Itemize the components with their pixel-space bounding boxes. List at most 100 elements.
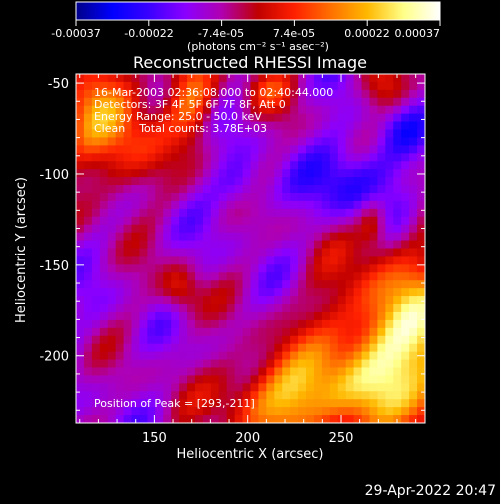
heatmap-cell <box>313 280 323 289</box>
heatmap-cell <box>298 256 307 265</box>
heatmap-cell <box>258 327 267 337</box>
heatmap-cell <box>91 375 101 384</box>
heatmap-cell <box>242 208 252 218</box>
heatmap-cell <box>258 272 267 281</box>
heatmap-cell <box>107 208 117 218</box>
heatmap-cell <box>385 240 394 250</box>
heatmap-cell <box>306 288 315 297</box>
heatmap-cell <box>171 327 180 337</box>
heatmap-cell <box>171 280 180 289</box>
heatmap-cell <box>353 319 363 329</box>
heatmap-cell <box>76 383 85 392</box>
heatmap-cell <box>83 161 93 170</box>
heatmap-cell <box>179 359 188 369</box>
heatmap-cell <box>329 81 339 91</box>
heatmap-cell <box>115 129 125 139</box>
heatmap-cell <box>401 200 410 210</box>
heatmap-cell <box>202 153 212 162</box>
heatmap-cell <box>361 153 371 162</box>
heatmap-cell <box>345 177 355 186</box>
heatmap-cell <box>250 200 260 210</box>
plot-frame <box>75 73 426 424</box>
heatmap-cell <box>409 407 418 416</box>
heatmap-cell <box>266 240 275 250</box>
heatmap-cell <box>290 129 299 139</box>
heatmap-cell <box>76 232 85 242</box>
heatmap-cell <box>337 335 347 345</box>
heatmap-cell <box>123 272 133 281</box>
heatmap-cell <box>226 327 236 337</box>
heatmap-cell <box>377 351 386 361</box>
heatmap-cell <box>258 399 267 408</box>
heatmap-cell <box>147 224 156 234</box>
heatmap-cell <box>99 359 109 369</box>
heatmap-cell <box>385 105 394 115</box>
heatmap-cell <box>329 399 339 408</box>
heatmap-cell <box>139 272 148 281</box>
heatmap-cell <box>91 319 101 329</box>
heatmap-cell <box>155 137 164 146</box>
heatmap-cell <box>393 208 402 218</box>
heatmap-cell <box>131 399 141 408</box>
heatmap-cell <box>377 192 386 202</box>
heatmap-cell <box>123 280 133 289</box>
heatmap-cell <box>282 383 291 392</box>
heatmap-cell <box>171 105 180 115</box>
heatmap-cell <box>202 200 212 210</box>
heatmap-cell <box>226 280 236 289</box>
heatmap-cell <box>401 169 410 178</box>
heatmap-cell <box>393 288 402 297</box>
heatmap-cell <box>385 288 394 297</box>
heatmap-cell <box>202 296 212 305</box>
heatmap-cell <box>194 185 204 194</box>
heatmap-cell <box>361 280 371 289</box>
colorbar-tick-label: 0.00022 <box>344 27 390 40</box>
heatmap-cell <box>179 113 188 123</box>
heatmap-cell <box>393 280 402 289</box>
heatmap-cell <box>242 185 252 194</box>
heatmap-cell <box>155 232 164 242</box>
heatmap-cell <box>337 296 347 305</box>
heatmap-cell <box>91 296 101 305</box>
heatmap-cell <box>99 383 109 392</box>
heatmap-cell <box>163 272 172 281</box>
heatmap-cell <box>171 256 180 265</box>
heatmap-cell <box>76 145 85 154</box>
heatmap-cell <box>282 232 291 242</box>
heatmap-cell <box>401 304 410 313</box>
heatmap-cell <box>258 256 267 265</box>
heatmap-cell <box>171 177 180 186</box>
heatmap-cell <box>131 224 141 234</box>
heatmap-cell <box>226 264 236 273</box>
heatmap-cell <box>99 177 109 186</box>
heatmap-cell <box>187 232 196 242</box>
heatmap-cell <box>353 81 363 91</box>
heatmap-cell <box>250 383 260 392</box>
heatmap-cell <box>202 89 212 99</box>
heatmap-cell <box>306 137 315 146</box>
heatmap-cell <box>194 319 204 329</box>
heatmap-cell <box>377 343 386 353</box>
heatmap-cell <box>139 200 148 210</box>
heatmap-cell <box>321 177 331 186</box>
heatmap-cell <box>266 351 275 361</box>
heatmap-cell <box>242 200 252 210</box>
heatmap-cell <box>409 153 418 162</box>
heatmap-cell <box>76 367 85 377</box>
heatmap-cell <box>171 232 180 242</box>
heatmap-cell <box>187 161 196 170</box>
heatmap-cell <box>306 192 315 202</box>
heatmap-cell <box>369 407 379 416</box>
heatmap-cell <box>218 74 228 83</box>
chart-title: Reconstructed RHESSI Image <box>133 53 367 72</box>
heatmap-cell <box>179 280 188 289</box>
heatmap-cell <box>194 248 204 258</box>
heatmap-cell <box>218 415 228 423</box>
heatmap-cell <box>218 137 228 146</box>
heatmap-cell <box>321 192 331 202</box>
heatmap-cell <box>179 407 188 416</box>
heatmap-cell <box>187 216 196 226</box>
heatmap-cell <box>401 415 410 423</box>
heatmap-cell <box>369 129 379 139</box>
heatmap-cell <box>313 399 323 408</box>
